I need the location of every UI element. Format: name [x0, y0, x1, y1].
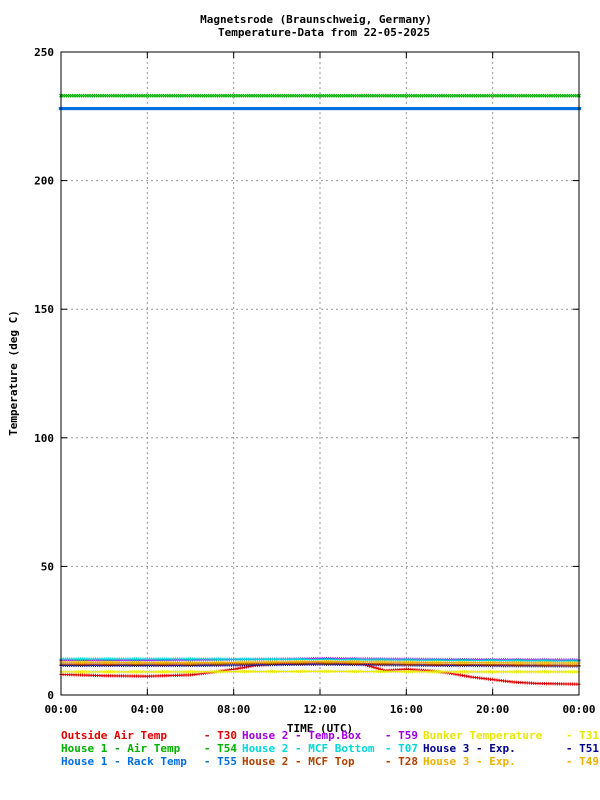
legend-name: House 2 - MCF Top	[242, 755, 355, 768]
legend-entry-t31: Bunker Temperature - T31	[423, 729, 599, 742]
legend-name: House 1 - Rack Temp	[61, 755, 187, 768]
series-t31-points	[59, 669, 581, 674]
y-tick-label: 0	[47, 689, 54, 702]
series-t49-points	[59, 659, 581, 665]
legend: Outside Air Temp - T30 House 2 - Temp.Box -…	[61, 729, 599, 768]
grid-lines	[61, 52, 579, 695]
legend-code: - T30	[204, 729, 237, 742]
legend-name: House 3 - Exp.	[423, 755, 516, 768]
y-axis-label: Temperature (deg C)	[7, 310, 20, 436]
legend-name: House 2 - MCF Bottom	[242, 742, 375, 755]
x-tick-label: 20:00	[476, 703, 509, 716]
x-tick-label: 00:00	[562, 703, 595, 716]
x-tick-label: 12:00	[303, 703, 336, 716]
data-points	[58, 93, 582, 686]
legend-code: - T28	[385, 755, 418, 768]
y-tick-label: 200	[34, 175, 54, 188]
x-tick-label: 08:00	[217, 703, 250, 716]
legend-code: - T59	[385, 729, 418, 742]
y-tick-label: 50	[41, 560, 54, 573]
y-tick-label: 150	[34, 303, 54, 316]
legend-name: House 3 - Exp.	[423, 742, 516, 755]
legend-name: House 2 - Temp.Box	[242, 729, 362, 742]
legend-entry-t49: House 3 - Exp. - T49	[423, 755, 599, 768]
legend-code: - T07	[385, 742, 418, 755]
legend-code: - T54	[204, 742, 237, 755]
legend-name: Bunker Temperature	[423, 729, 543, 742]
legend-code: - T31	[566, 729, 599, 742]
x-tick-label: 16:00	[390, 703, 423, 716]
series-t54-points	[59, 93, 581, 98]
legend-entry-t55: House 1 - Rack Temp - T55	[61, 755, 237, 768]
y-tick-label: 100	[34, 432, 54, 445]
legend-name: Outside Air Temp	[61, 729, 167, 742]
legend-name: House 1 - Air Temp	[61, 742, 181, 755]
axis-ticks: 0 50 100 150 200 250 00:00 04:00 08:00 12:00 16:00…	[34, 46, 595, 716]
x-axis-label: TIME (UTC)	[287, 722, 353, 735]
legend-code: - T55	[204, 755, 237, 768]
legend-entry-t28: House 2 - MCF Top - T28	[242, 755, 418, 768]
y-tick-label: 250	[34, 46, 54, 59]
chart-title: Magnetsrode (Braunschweig, Germany)	[200, 13, 432, 26]
legend-entry-t07: House 2 - MCF Bottom - T07	[242, 742, 418, 755]
chart-subtitle: Temperature-Data from 22-05-2025	[218, 26, 430, 39]
legend-entry-t54: House 1 - Air Temp - T54	[61, 742, 237, 755]
legend-code: - T49	[566, 755, 599, 768]
legend-code: - T51	[566, 742, 599, 755]
series-t07-points	[59, 657, 581, 663]
legend-entry-t30: Outside Air Temp - T30	[61, 729, 237, 742]
legend-entry-t59: House 2 - Temp.Box - T59	[242, 729, 418, 742]
x-tick-label: 00:00	[44, 703, 77, 716]
x-tick-label: 04:00	[131, 703, 164, 716]
legend-entry-t51: House 3 - Exp. - T51	[423, 742, 599, 755]
